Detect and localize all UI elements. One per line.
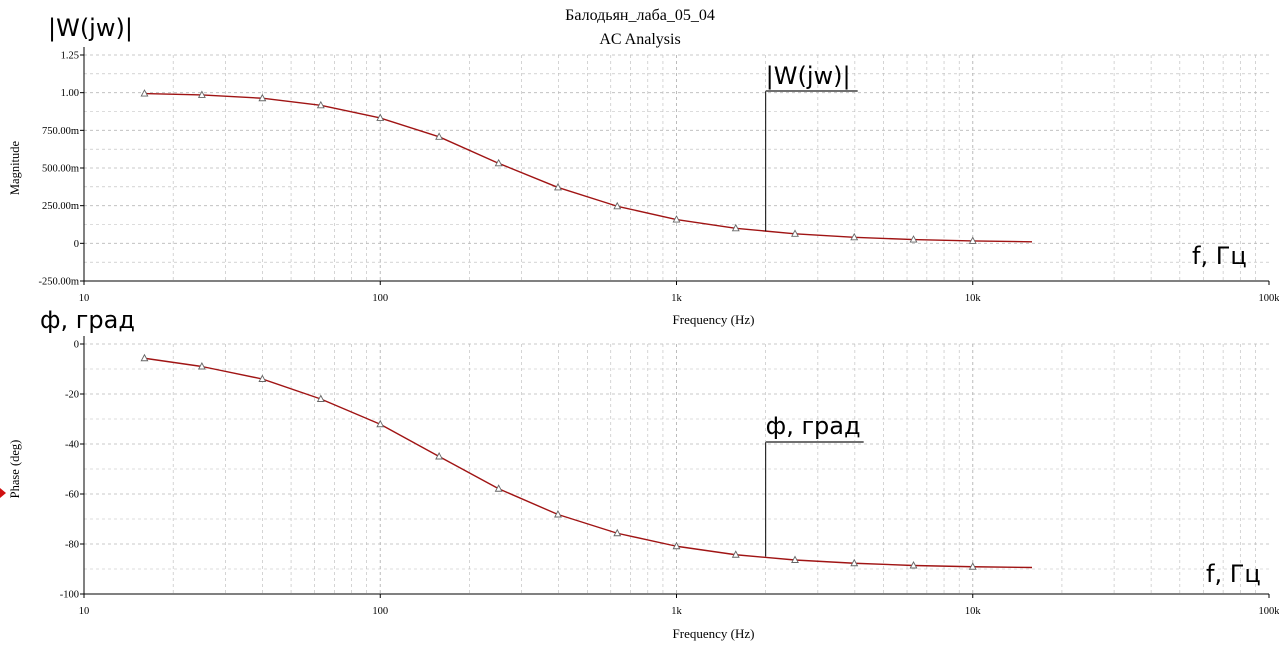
data-point-marker (613, 528, 622, 537)
data-point-marker (554, 510, 562, 518)
data-point-marker (316, 394, 325, 402)
x-tick-label: 10 (79, 293, 90, 304)
y-tick-label: 1.25 (61, 51, 79, 62)
frequency-unit-label: f, Гц (1206, 560, 1261, 588)
callout-label: ф, град (766, 412, 861, 440)
x-axis-label: Frequency (Hz) (673, 626, 755, 641)
data-point-marker (494, 484, 503, 492)
data-point-marker (554, 182, 562, 191)
data-point-marker (376, 113, 385, 121)
data-point-marker (791, 555, 799, 563)
frequency-unit-label: f, Гц (1192, 242, 1247, 270)
data-point-marker (197, 362, 206, 370)
x-tick-label: 10 (79, 606, 90, 617)
x-tick-label: 100k (1259, 606, 1279, 617)
data-point-marker (376, 419, 385, 428)
chart-title: Балодьян_лаба_05_04 (565, 7, 715, 24)
y-tick-label: 1.00 (61, 88, 79, 99)
data-point-marker (435, 452, 444, 460)
x-tick-label: 100k (1259, 293, 1279, 304)
y-tick-label: -100 (60, 590, 79, 601)
y-axis-label: Phase (deg) (8, 440, 22, 499)
y-tick-label: -40 (65, 440, 79, 451)
data-point-marker (435, 132, 444, 140)
data-point-marker (672, 215, 681, 223)
data-point-marker (909, 561, 918, 569)
data-point-marker (672, 541, 681, 550)
y-tick-label: -20 (65, 390, 79, 401)
data-point-marker (140, 353, 149, 362)
data-point-marker (850, 232, 859, 241)
data-point-marker (140, 89, 149, 97)
y-tick-label: -80 (65, 540, 79, 551)
y-axis-label: Magnitude (8, 140, 22, 195)
y-tick-label: 250.00m (42, 201, 79, 212)
x-tick-label: 100 (372, 293, 388, 304)
y-tick-label: 750.00m (42, 126, 79, 137)
x-axis-label: Frequency (Hz) (673, 312, 755, 327)
corner-quantity-label: |W(jw)| (48, 14, 133, 42)
data-point-marker (197, 90, 206, 98)
y-tick-label: 0 (74, 239, 79, 250)
data-point-marker (613, 201, 622, 210)
axis-indicator-arrow (0, 488, 6, 498)
y-tick-label: -60 (65, 490, 79, 501)
x-tick-label: 10k (965, 293, 982, 304)
data-point-marker (731, 550, 740, 558)
data-point-marker (494, 158, 503, 167)
x-tick-label: 1k (671, 293, 682, 304)
data-point-marker (258, 93, 267, 102)
corner-quantity-label: ф, град (40, 306, 135, 334)
data-point-marker (909, 235, 918, 243)
data-point-marker (850, 558, 859, 567)
panel-magnitude: 1.251.00750.00m500.00m250.00m0-250.00m10… (8, 14, 1279, 327)
data-point-marker (791, 229, 799, 237)
data-point-marker (968, 562, 977, 570)
series-line (144, 357, 1033, 569)
x-tick-label: 1k (671, 606, 682, 617)
data-point-marker (731, 223, 740, 232)
y-tick-label: -250.00m (38, 277, 79, 288)
chart-subtitle: AC Analysis (599, 31, 680, 48)
callout-label: |W(jw)| (766, 62, 851, 90)
x-tick-label: 10k (965, 606, 982, 617)
data-point-marker (968, 236, 977, 244)
y-tick-label: 500.00m (42, 164, 79, 175)
data-point-marker (316, 100, 325, 109)
y-tick-label: 0 (74, 340, 79, 351)
x-tick-label: 100 (372, 606, 388, 617)
series-line (144, 92, 1033, 243)
data-point-marker (258, 374, 267, 382)
